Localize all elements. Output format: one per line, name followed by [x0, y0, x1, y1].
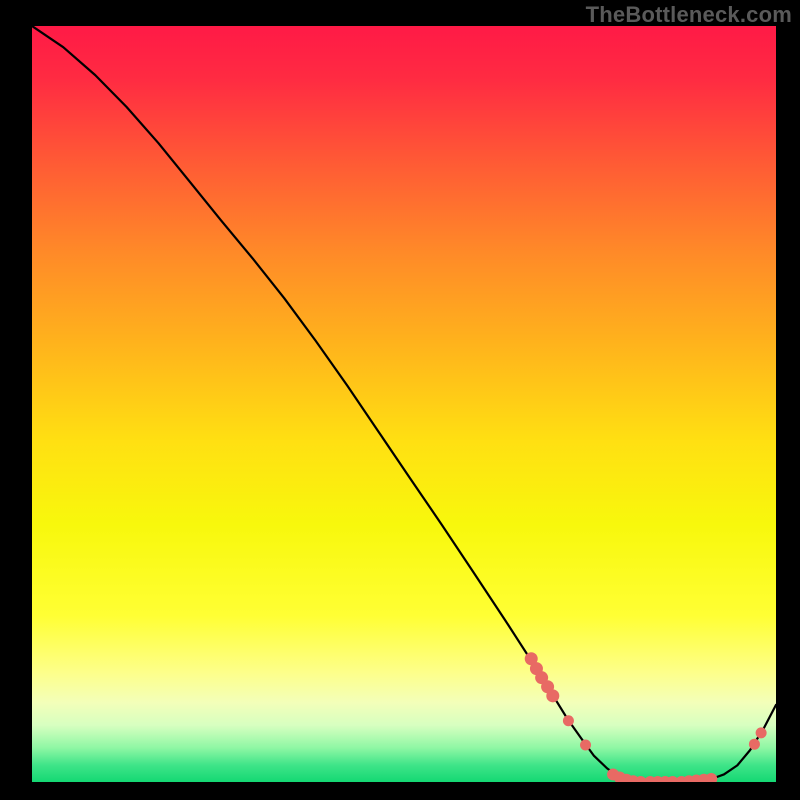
marker-point [546, 689, 559, 702]
marker-point [705, 773, 717, 782]
marker-point [749, 739, 760, 750]
chart-area [32, 26, 776, 782]
chart-line [32, 26, 776, 782]
chart-svg-overlay [32, 26, 776, 782]
marker-point [756, 727, 767, 738]
chart-root: { "attribution": { "text": "TheBottlenec… [0, 0, 800, 800]
chart-markers [525, 652, 767, 782]
marker-point [563, 715, 574, 726]
marker-point [580, 739, 591, 750]
attribution-text: TheBottleneck.com [586, 2, 792, 28]
